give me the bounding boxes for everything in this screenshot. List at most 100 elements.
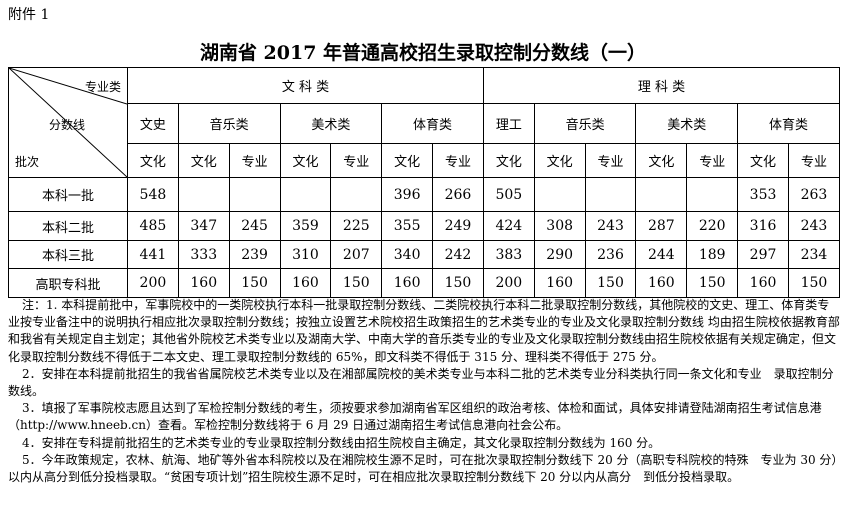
score-cell	[228, 177, 281, 212]
data-row: 本科三批 441 333 239 310 207 340 242 383 290 236 244 189…	[8, 240, 841, 269]
score-cell	[635, 177, 688, 212]
group-header: 理 科 类	[482, 67, 841, 104]
subject-header: 美术类	[279, 103, 383, 144]
sub-header: 专业	[432, 143, 484, 178]
score-cell: 236	[584, 240, 637, 269]
score-cell: 150	[228, 268, 281, 298]
score-cell: 150	[787, 268, 841, 298]
note: 5．今年政策规定，农林、航海、地矿等外省本科院校以及在湘院校生源不足时，可在批次…	[8, 452, 838, 485]
subject-header: 体育类	[737, 103, 840, 144]
sub-header: 文化	[635, 143, 688, 178]
score-cell: 243	[787, 211, 841, 241]
score-cell: 396	[381, 177, 434, 212]
score-cell: 505	[482, 177, 535, 212]
score-cell: 160	[533, 268, 586, 298]
subject-header: 理工	[482, 103, 535, 144]
score-cell: 239	[228, 240, 281, 269]
score-cell: 263	[787, 177, 841, 212]
score-cell: 359	[279, 211, 332, 241]
note: 3．填报了军事院校志愿且达到了军检控制分数线的考生，须按要求参加湖南省军区组织的…	[8, 401, 822, 433]
score-cell: 220	[686, 211, 739, 241]
row-label: 高职专科批	[8, 268, 128, 298]
score-cell: 160	[737, 268, 789, 298]
subject-header: 文史	[127, 103, 179, 144]
score-cell: 347	[177, 211, 230, 241]
score-cell: 242	[432, 240, 484, 269]
score-cell: 200	[482, 268, 535, 298]
corner-middle: 分数线	[49, 118, 86, 132]
score-table: 专业类 分数线 批次 文 科 类 理 科 类 文史 音乐类 美术类 体育类 理工 音乐类美…	[8, 67, 841, 298]
row-label: 本科二批	[8, 211, 128, 241]
score-cell	[584, 177, 637, 212]
score-cell: 234	[787, 240, 841, 269]
score-cell: 441	[127, 240, 179, 269]
score-cell: 340	[381, 240, 434, 269]
score-cell: 150	[330, 268, 383, 298]
document-title: 湖南省 2017 年普通高校招生录取控制分数线（一）	[199, 42, 647, 64]
note: 2．安排在本科提前批招生的我省省属院校艺术类专业以及在湘部属院校的美术类专业与本…	[8, 366, 834, 399]
score-cell: 290	[533, 240, 586, 269]
subject-header: 音乐类	[533, 103, 637, 144]
score-cell: 189	[686, 240, 739, 269]
subject-header: 美术类	[635, 103, 739, 144]
score-cell: 310	[279, 240, 332, 269]
score-cell: 249	[432, 211, 484, 241]
note: 注：1. 本科提前批中，军事院校中的一类院校执行本科一批录取控制分数线、二类院校…	[8, 298, 840, 364]
score-cell	[533, 177, 586, 212]
score-cell: 485	[127, 211, 179, 241]
score-cell: 355	[381, 211, 434, 241]
corner-top: 专业类	[84, 80, 121, 94]
subject-header: 体育类	[381, 103, 484, 144]
corner-bottom: 批次	[15, 155, 40, 169]
score-cell: 333	[177, 240, 230, 269]
row-label: 本科三批	[8, 240, 128, 269]
score-cell: 297	[737, 240, 789, 269]
sub-header: 文化	[737, 143, 789, 178]
corner-cell: 专业类 分数线 批次	[8, 67, 128, 178]
attachment-label: 附件 1	[8, 7, 50, 23]
sub-header: 专业	[787, 143, 841, 178]
score-cell: 287	[635, 211, 688, 241]
score-cell: 160	[381, 268, 434, 298]
score-cell: 316	[737, 211, 789, 241]
score-cell: 150	[432, 268, 484, 298]
score-cell: 225	[330, 211, 383, 241]
sub-header: 文化	[127, 143, 179, 178]
score-cell: 383	[482, 240, 535, 269]
data-row: 本科二批 485 347 245 359 225 355 249 424 308 243 287 220…	[8, 211, 841, 241]
sub-header: 专业	[686, 143, 739, 178]
sub-header: 专业	[228, 143, 281, 178]
subject-header: 音乐类	[177, 103, 281, 144]
notes: 注：1. 本科提前批中，军事院校中的一类院校执行本科一批录取控制分数线、二类院校…	[8, 297, 840, 486]
score-cell: 266	[432, 177, 484, 212]
score-cell: 353	[737, 177, 789, 212]
note: 4．安排在专科提前批招生的艺术类专业的专业录取控制分数线由招生院校自主确定，其文…	[22, 435, 661, 450]
score-cell	[279, 177, 332, 212]
sub-header: 文化	[177, 143, 230, 178]
score-cell: 245	[228, 211, 281, 241]
score-cell: 150	[584, 268, 637, 298]
score-cell: 244	[635, 240, 688, 269]
score-cell: 308	[533, 211, 586, 241]
score-cell: 160	[279, 268, 332, 298]
diagonal-lines	[9, 68, 127, 177]
data-row: 高职专科批 200 160 150 160 150 160 150 200 160 150 160 15…	[8, 268, 841, 298]
score-cell: 243	[584, 211, 637, 241]
score-cell	[686, 177, 739, 212]
group-header: 文 科 类	[127, 67, 484, 104]
sub-header: 文化	[482, 143, 535, 178]
score-cell: 160	[635, 268, 688, 298]
sub-header: 专业	[330, 143, 383, 178]
data-row: 本科一批 548 396 266 505 353 263	[8, 177, 841, 212]
score-cell	[330, 177, 383, 212]
score-cell: 150	[686, 268, 739, 298]
score-cell	[177, 177, 230, 212]
score-cell: 207	[330, 240, 383, 269]
score-cell: 548	[127, 177, 179, 212]
score-cell: 160	[177, 268, 230, 298]
sub-header: 专业	[584, 143, 637, 178]
sub-header: 文化	[533, 143, 586, 178]
score-cell: 424	[482, 211, 535, 241]
score-cell: 200	[127, 268, 179, 298]
